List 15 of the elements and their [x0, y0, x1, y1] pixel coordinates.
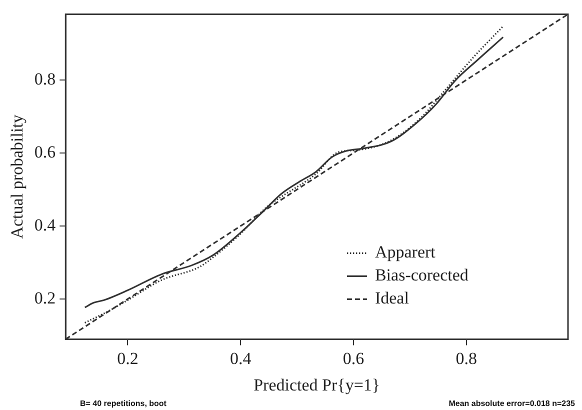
- text: Mean absolute error=0.018 n=235: [448, 399, 576, 408]
- y-axis-title: Actual probability: [8, 114, 27, 239]
- x-tick-label: 0.2: [117, 348, 138, 368]
- x-tick-label: 0.6: [342, 348, 364, 368]
- legend-label: Ideal: [374, 288, 410, 308]
- x-tick-label: 0.4: [230, 348, 252, 368]
- x-axis-title: Predicted Pr{y=1}: [254, 375, 380, 394]
- y-tick-label: 0.4: [34, 215, 56, 234]
- x-tick-label: 0.8: [456, 348, 478, 368]
- text: B= 40 repetitions, boot: [80, 399, 167, 408]
- legend-label: Apparert: [374, 242, 436, 262]
- y-tick-label: 0.8: [34, 69, 56, 88]
- y-tick-label: 0.2: [34, 288, 56, 308]
- y-tick-label: 0.6: [34, 142, 56, 162]
- legend-label: Bias-corected: [374, 266, 469, 285]
